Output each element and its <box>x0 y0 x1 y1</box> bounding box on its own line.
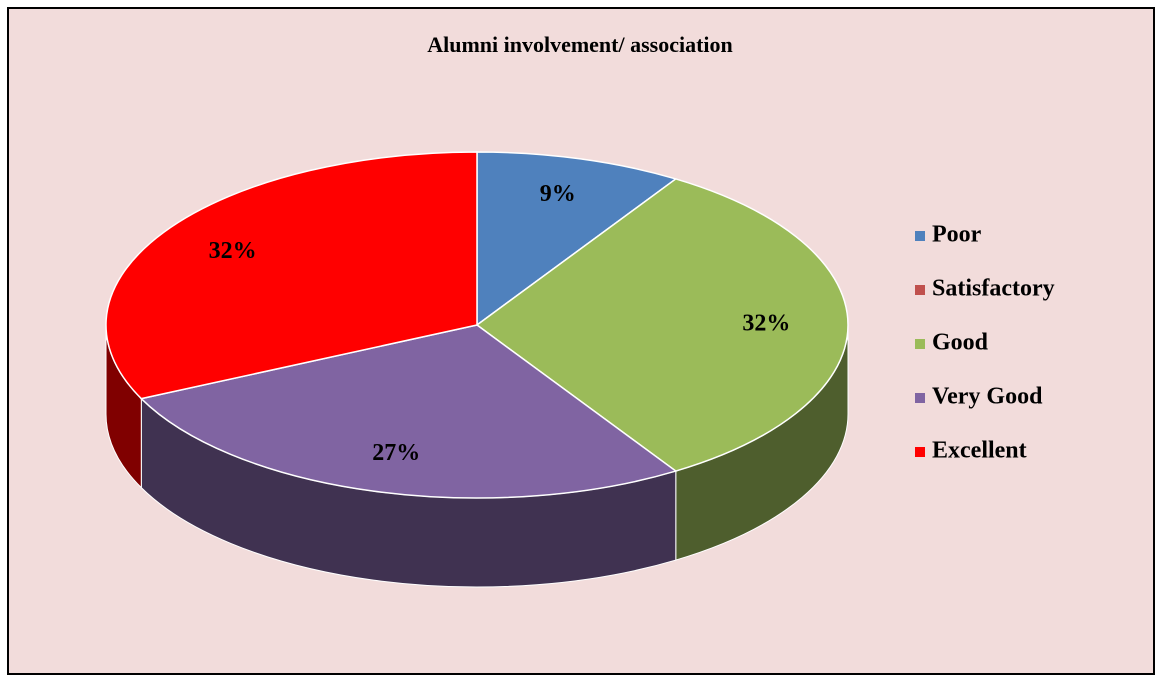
legend-swatch <box>915 231 925 241</box>
legend-label: Satisfactory <box>932 276 1055 302</box>
slice <box>476 151 678 327</box>
legend-swatch <box>915 393 925 403</box>
legend-swatch <box>915 285 925 295</box>
legend-label: Very Good <box>932 384 1043 410</box>
legend-label: Excellent <box>932 438 1027 464</box>
legend-swatch <box>915 447 925 457</box>
slice <box>475 178 849 472</box>
legend-swatch <box>915 339 925 349</box>
legend-label: Poor <box>932 222 982 248</box>
data-label: 27% <box>372 440 420 466</box>
data-label: 9% <box>540 181 576 207</box>
chart-title: Alumni involvement/ association <box>427 32 733 57</box>
slice <box>105 151 478 400</box>
data-label: 32% <box>742 311 790 337</box>
slice <box>139 324 678 499</box>
legend-label: Good <box>932 330 989 356</box>
data-label: 32% <box>209 238 257 264</box>
